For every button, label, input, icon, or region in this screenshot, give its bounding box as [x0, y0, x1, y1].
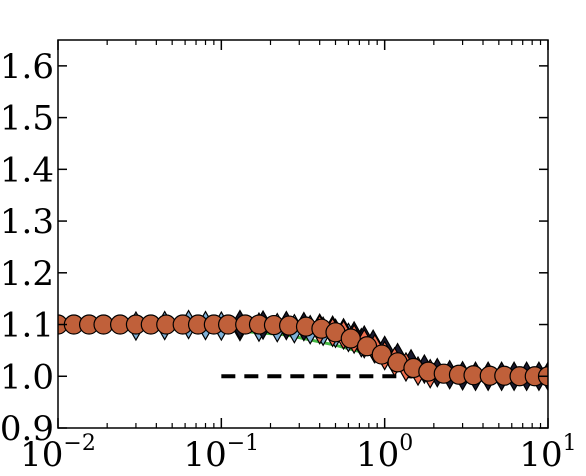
data-marks [58, 309, 548, 392]
y-tick-label: 1.2 [0, 254, 54, 294]
data-point-circle [340, 328, 361, 349]
y-tick-label: 1.5 [0, 99, 54, 139]
y-tick-label: 1.3 [0, 202, 54, 242]
data-point-circle [217, 314, 239, 335]
y-tick-label: 1.1 [0, 306, 54, 346]
x-tick-label: 10−1 [183, 431, 259, 475]
y-tick-label: 1.6 [0, 47, 54, 87]
x-tick-label: 10−2 [20, 431, 96, 475]
y-tick-label: 1.4 [0, 150, 54, 190]
axes: 0.9 1.0 1.1 1.2 1.3 1.4 1.5 1.6 10−2 10−1 100 101 [0, 39, 577, 475]
data-point-circle [279, 315, 300, 336]
y-tick-label: 1.0 [0, 357, 54, 397]
x-tick-label: 100 [356, 431, 413, 475]
y-tick-label: 0.9 [0, 409, 54, 449]
x-tick-label: 101 [519, 431, 576, 475]
plot-frame [57, 39, 549, 429]
